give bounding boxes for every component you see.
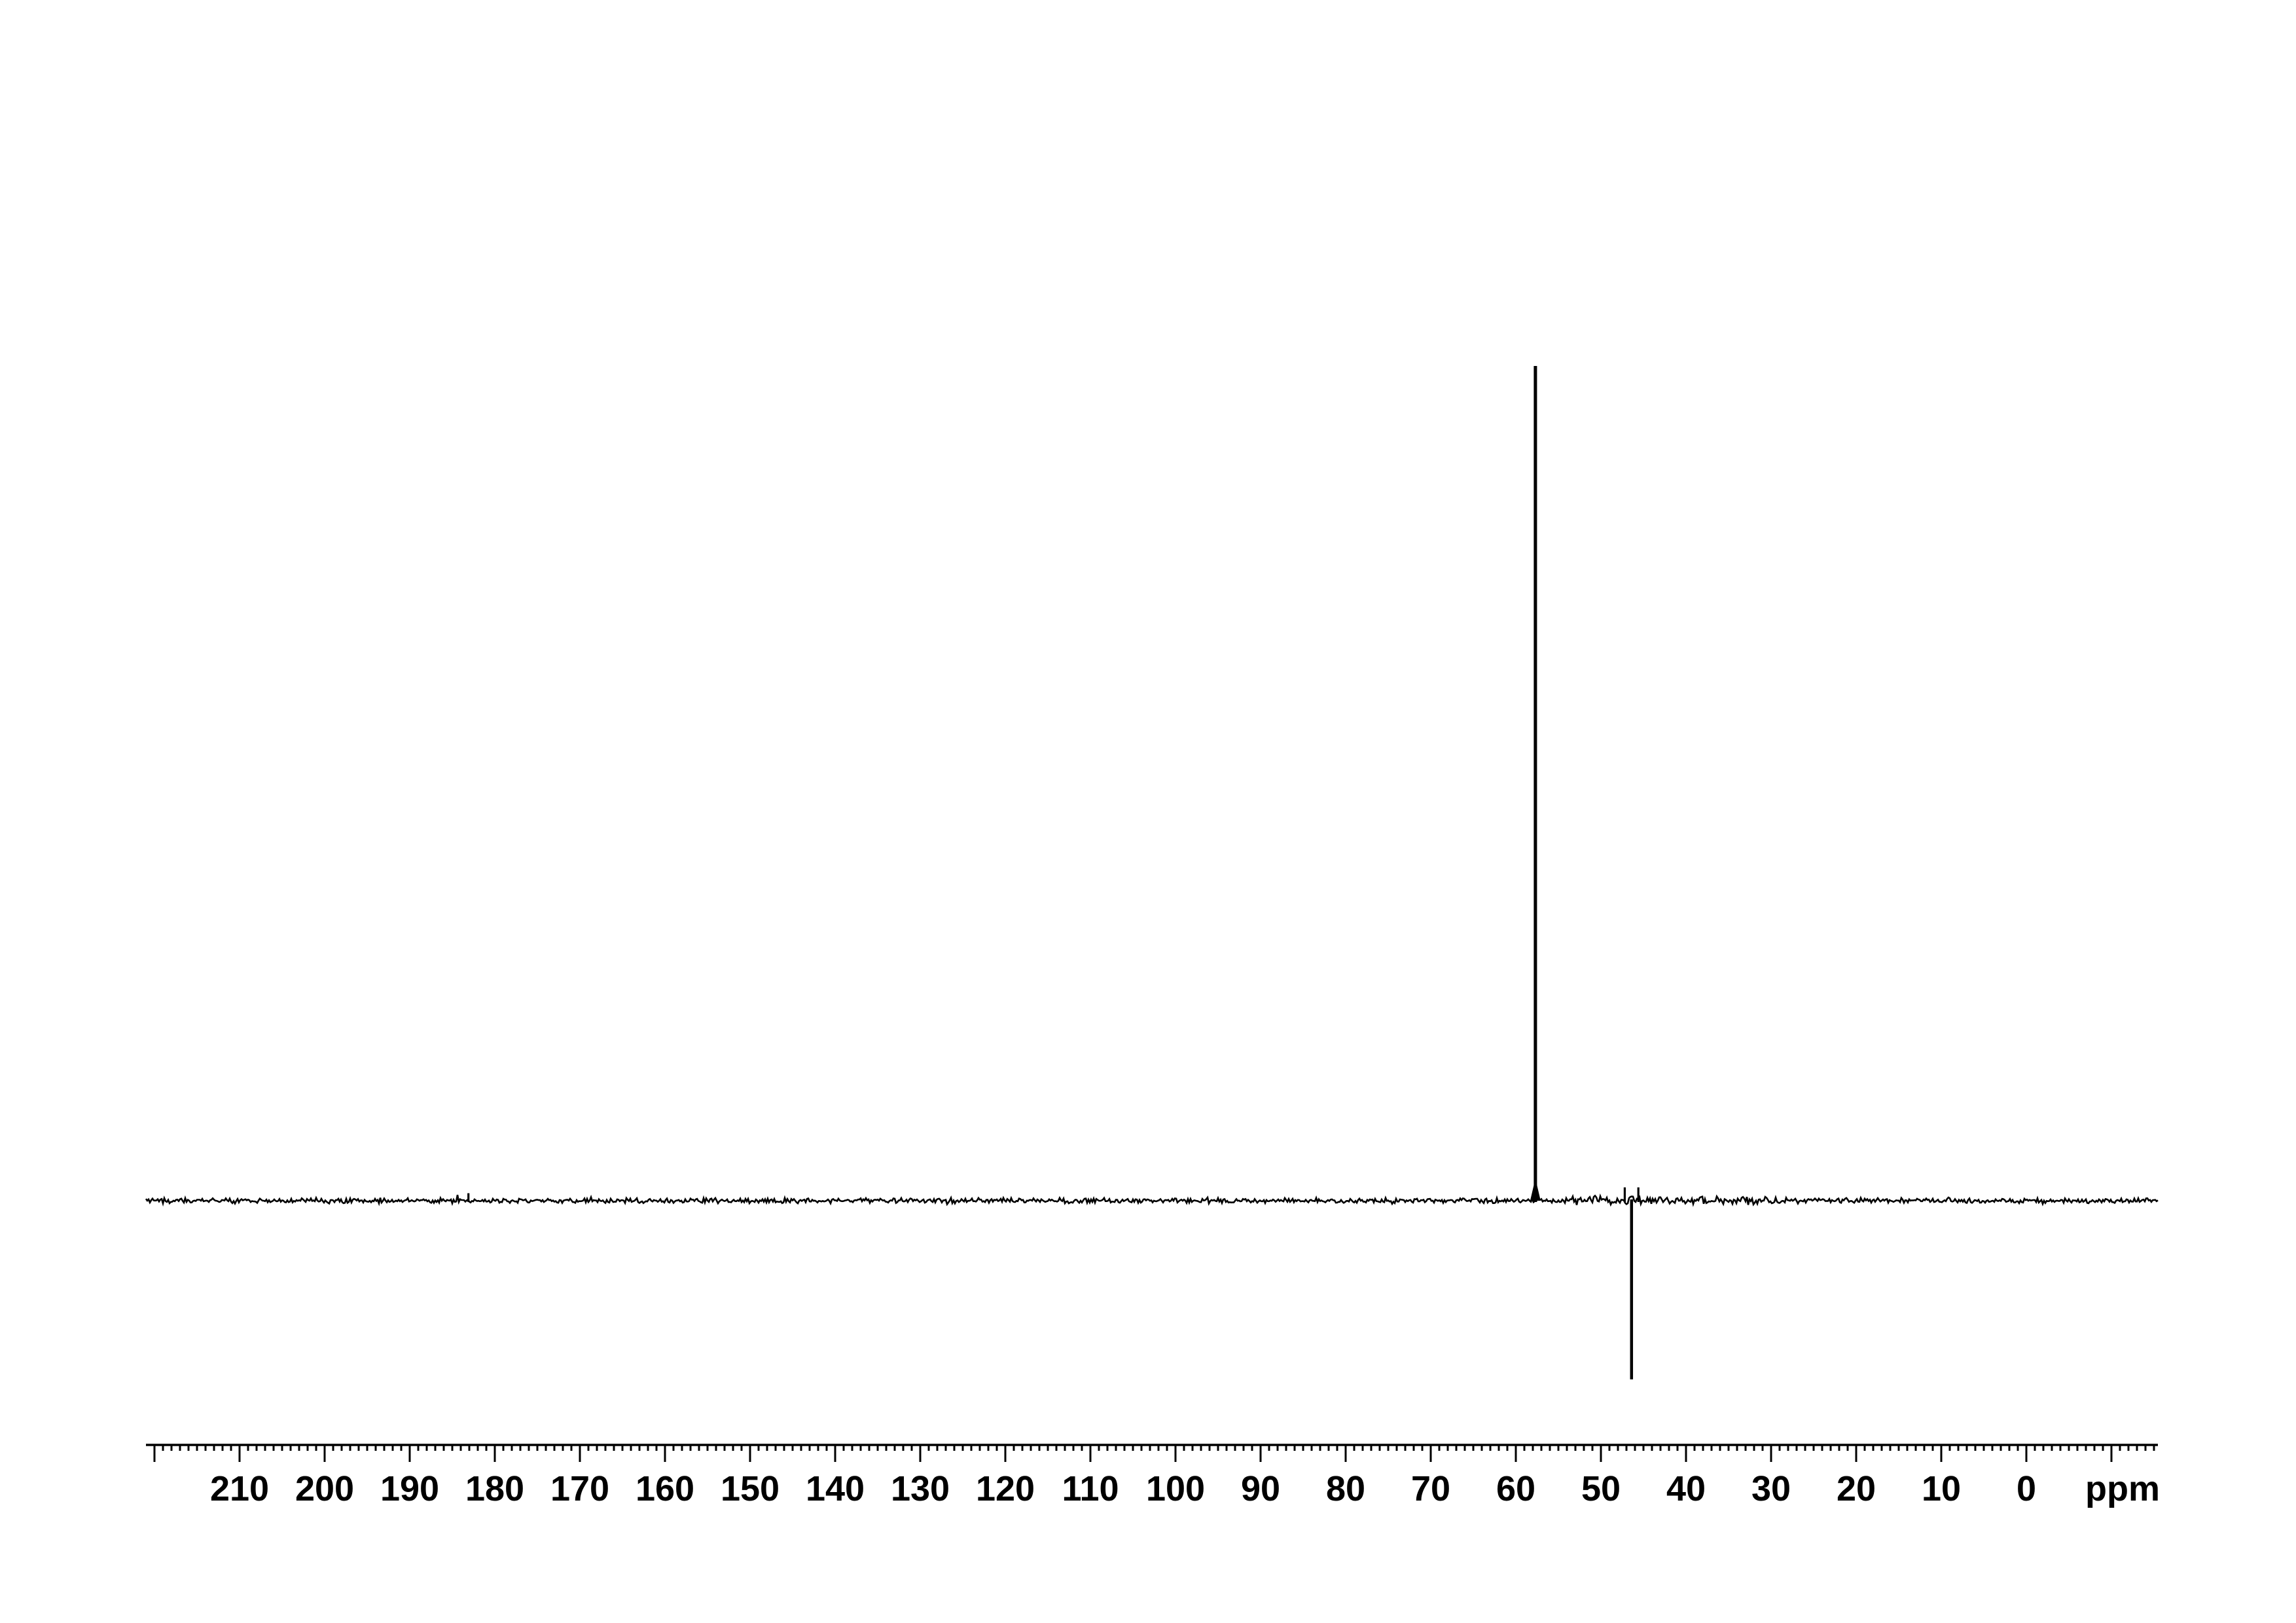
tick-label: 190 [380, 1469, 439, 1508]
ppm-axis-layer [146, 1444, 2158, 1462]
tick-label: 70 [1411, 1469, 1450, 1508]
tick-label: 120 [976, 1469, 1035, 1508]
tick-label: 200 [295, 1469, 354, 1508]
tick-label: 60 [1496, 1469, 1535, 1508]
trace-layer [145, 366, 2159, 1379]
tick-label: 140 [806, 1469, 865, 1508]
tick-label: 180 [465, 1469, 524, 1508]
tick-label: 110 [1062, 1469, 1119, 1508]
tick-label: 130 [891, 1469, 950, 1508]
tick-label: 90 [1241, 1469, 1280, 1508]
tick-label: 20 [1837, 1469, 1876, 1508]
baseline-trace [145, 1193, 2159, 1207]
tick-label: 30 [1751, 1469, 1791, 1508]
tick-label: 80 [1326, 1469, 1365, 1508]
tick-label: 170 [550, 1469, 609, 1508]
axis-labels-layer: 210 200 190 180 170 160 150 140 130 120 110 100 90 80… [210, 1469, 2160, 1508]
tick-label: 100 [1146, 1469, 1205, 1508]
tick-label: 50 [1581, 1469, 1621, 1508]
tick-label: 0 [2017, 1469, 2036, 1508]
tick-label: 210 [210, 1469, 269, 1508]
tick-label: 40 [1666, 1469, 1706, 1508]
tick-label: 10 [1922, 1469, 1961, 1508]
tick-label: 150 [721, 1469, 780, 1508]
tick-label: 160 [636, 1469, 694, 1508]
ppm-unit-label: ppm [2085, 1469, 2160, 1508]
